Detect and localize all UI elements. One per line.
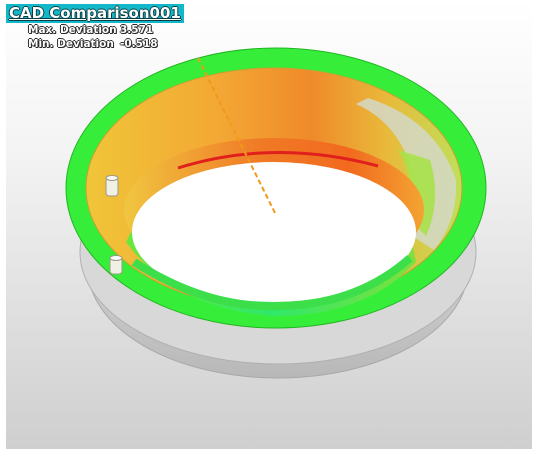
- pin-lower-top: [109, 255, 123, 261]
- max-deviation-row: Max. Deviation 3.571: [28, 23, 184, 37]
- min-deviation-label: Min. Deviation: [28, 38, 114, 50]
- min-deviation-value: -0.518: [120, 38, 158, 50]
- bore-hole: [132, 162, 416, 302]
- report-title[interactable]: CAD Comparison001: [6, 4, 184, 23]
- bore-lip: [131, 255, 413, 311]
- min-deviation-row: Min. Deviation -0.518: [28, 37, 184, 51]
- bore-edge: [177, 150, 379, 170]
- max-deviation-label: Max. Deviation: [28, 24, 117, 36]
- pin-upper-top: [105, 175, 119, 181]
- max-deviation-value: 3.571: [120, 24, 154, 36]
- probe-line: [197, 57, 277, 216]
- deviation-model-render[interactable]: [6, 0, 532, 449]
- deviation-overlay: CAD Comparison001 Max. Deviation 3.571 M…: [6, 3, 184, 51]
- 3d-viewport[interactable]: [6, 0, 532, 449]
